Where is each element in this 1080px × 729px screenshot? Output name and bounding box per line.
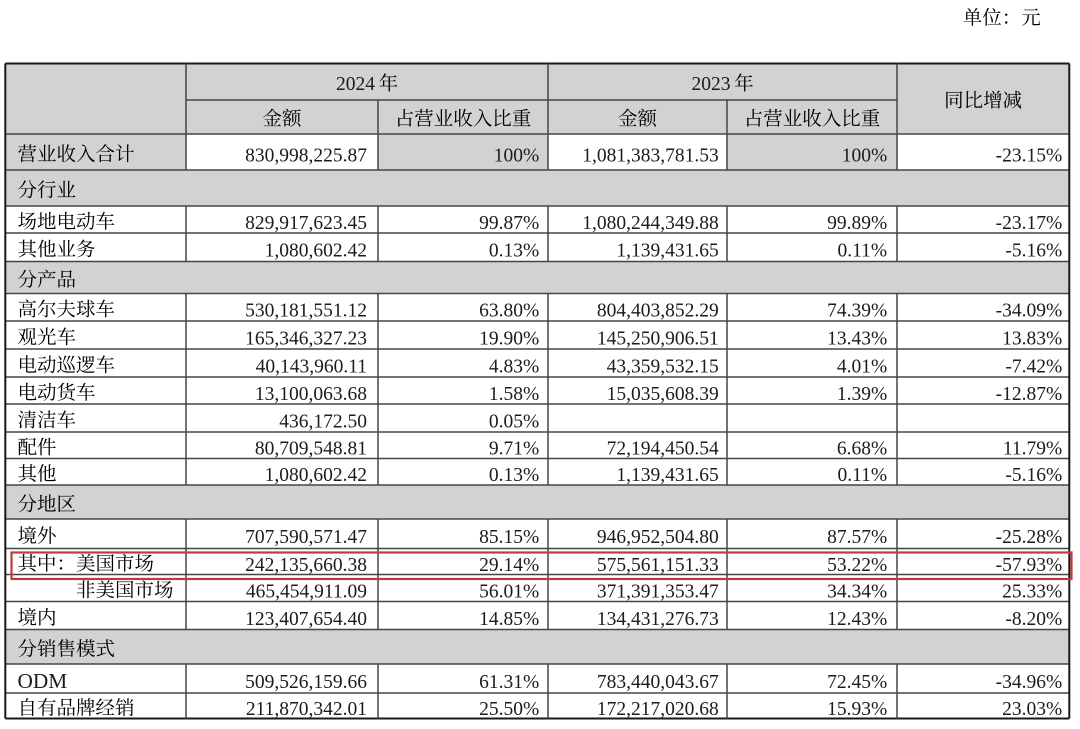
svg-text:12.43%: 12.43% [827,609,887,630]
svg-text:ODM: ODM [18,669,68,693]
svg-text:99.89%: 99.89% [827,213,887,234]
svg-text:436,172.50: 436,172.50 [279,411,367,432]
svg-text:80,709,548.81: 80,709,548.81 [255,439,367,460]
svg-text:0.11%: 0.11% [838,241,888,262]
svg-text:783,440,043.67: 783,440,043.67 [597,672,719,693]
svg-text:74.39%: 74.39% [827,301,887,322]
svg-text:6.68%: 6.68% [837,439,887,460]
svg-text:-23.15%: -23.15% [996,145,1063,166]
svg-text:13,100,063.68: 13,100,063.68 [255,384,367,405]
svg-text:0.05%: 0.05% [489,411,539,432]
svg-text:13.43%: 13.43% [827,328,887,349]
svg-text:100%: 100% [842,145,888,166]
svg-text:829,917,623.45: 829,917,623.45 [245,213,367,234]
svg-text:1,080,602.42: 1,080,602.42 [265,241,367,262]
svg-text:-8.20%: -8.20% [1005,609,1062,630]
svg-text:11.79%: 11.79% [1003,439,1062,460]
svg-text:56.01%: 56.01% [479,581,539,602]
svg-text:14.85%: 14.85% [479,609,539,630]
svg-text:371,391,353.47: 371,391,353.47 [597,581,719,602]
svg-text:0.13%: 0.13% [489,465,539,486]
svg-text:100%: 100% [494,145,540,166]
svg-text:1,081,383,781.53: 1,081,383,781.53 [582,145,719,166]
svg-text:53.22%: 53.22% [827,555,887,576]
svg-text:123,407,654.40: 123,407,654.40 [245,609,367,630]
svg-text:-34.96%: -34.96% [996,672,1063,693]
svg-text:707,590,571.47: 707,590,571.47 [245,527,367,548]
svg-text:85.15%: 85.15% [479,527,539,548]
svg-text:99.87%: 99.87% [479,213,539,234]
svg-text:72,194,450.54: 72,194,450.54 [607,439,719,460]
svg-text:-23.17%: -23.17% [996,213,1063,234]
svg-text:25.33%: 25.33% [1002,581,1062,602]
svg-text:15,035,608.39: 15,035,608.39 [607,384,719,405]
svg-text:-57.93%: -57.93% [996,555,1063,576]
svg-text:63.80%: 63.80% [479,301,539,322]
svg-text:9.71%: 9.71% [489,439,539,460]
svg-text:-5.16%: -5.16% [1005,241,1062,262]
svg-text:1,080,602.42: 1,080,602.42 [265,465,367,486]
svg-text:0.13%: 0.13% [489,241,539,262]
svg-text:-12.87%: -12.87% [996,384,1063,405]
svg-text:804,403,852.29: 804,403,852.29 [597,301,719,322]
svg-text:134,431,276.73: 134,431,276.73 [597,609,719,630]
svg-text:0.11%: 0.11% [838,465,888,486]
svg-text:40,143,960.11: 40,143,960.11 [256,356,367,377]
svg-text:29.14%: 29.14% [479,555,539,576]
svg-text:530,181,551.12: 530,181,551.12 [245,301,367,322]
svg-text:34.34%: 34.34% [827,581,887,602]
svg-text:1,080,244,349.88: 1,080,244,349.88 [582,213,719,234]
svg-text:2024: 2024 [336,74,375,95]
svg-text:575,561,151.33: 575,561,151.33 [597,555,719,576]
svg-text:1,139,431.65: 1,139,431.65 [616,241,718,262]
svg-text:946,952,504.80: 946,952,504.80 [597,527,719,548]
svg-text:1.58%: 1.58% [489,384,539,405]
svg-text:-7.42%: -7.42% [1005,356,1062,377]
svg-text:15.93%: 15.93% [827,699,887,720]
svg-text:1,139,431.65: 1,139,431.65 [616,465,718,486]
svg-text:13.83%: 13.83% [1002,328,1062,349]
svg-text:2023: 2023 [692,74,731,95]
svg-text:-5.16%: -5.16% [1005,465,1062,486]
svg-text:4.83%: 4.83% [489,356,539,377]
svg-text:43,359,532.15: 43,359,532.15 [607,356,719,377]
svg-text:19.90%: 19.90% [479,328,539,349]
svg-text:172,217,020.68: 172,217,020.68 [597,699,719,720]
svg-text:211,870,342.01: 211,870,342.01 [246,699,367,720]
svg-text:465,454,911.09: 465,454,911.09 [246,581,367,602]
svg-text:25.50%: 25.50% [479,699,539,720]
svg-text:23.03%: 23.03% [1002,699,1062,720]
svg-text:-34.09%: -34.09% [996,301,1063,322]
svg-text:145,250,906.51: 145,250,906.51 [597,328,719,349]
svg-text:4.01%: 4.01% [837,356,887,377]
svg-text:1.39%: 1.39% [837,384,887,405]
svg-text:87.57%: 87.57% [827,527,887,548]
svg-text:242,135,660.38: 242,135,660.38 [245,555,367,576]
svg-text:72.45%: 72.45% [827,672,887,693]
svg-text:509,526,159.66: 509,526,159.66 [245,672,367,693]
svg-text:165,346,327.23: 165,346,327.23 [245,328,367,349]
svg-text:830,998,225.87: 830,998,225.87 [245,145,367,166]
svg-text:-25.28%: -25.28% [996,527,1063,548]
svg-text:61.31%: 61.31% [479,672,539,693]
